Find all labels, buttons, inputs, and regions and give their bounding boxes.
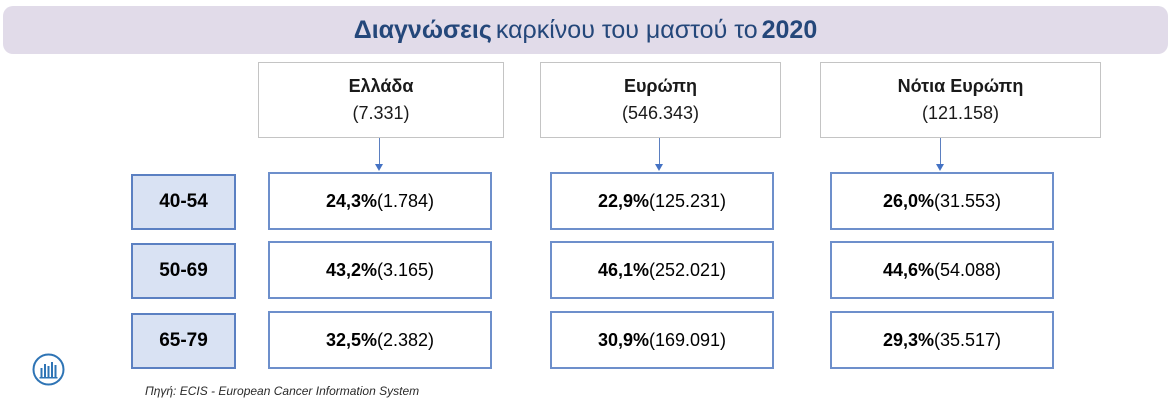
data-cell: 24,3% (1.784) [268, 172, 492, 230]
percentage: 24,3% [325, 190, 377, 211]
page-title: Διαγνώσεις καρκίνου του μαστού το 2020 [3, 6, 1168, 54]
column-header-southern-europe: Νότια Ευρώπη (121.158) [820, 62, 1101, 138]
column-total: (121.158) [921, 103, 1000, 123]
title-year: 2020 [761, 15, 818, 44]
data-cell: 32,5% (2.382) [268, 311, 492, 369]
bar-chart-icon [32, 353, 65, 386]
column-name: Ελλάδα [348, 76, 414, 96]
percentage: 26,0% [882, 190, 934, 211]
percentage: 29,3% [882, 329, 934, 350]
column-header-europe: Ευρώπη (546.343) [540, 62, 781, 138]
percentage: 30,9% [597, 329, 649, 350]
arrow-down-icon [375, 138, 383, 171]
age-group-label: 50-69 [131, 243, 236, 299]
column-name: Νότια Ευρώπη [897, 76, 1024, 96]
age-group-label: 65-79 [131, 313, 236, 369]
data-cell: 46,1% (252.021) [550, 241, 774, 299]
arrow-down-icon [936, 138, 944, 171]
column-name: Ευρώπη [623, 76, 698, 96]
count: (35.517) [934, 329, 1002, 350]
source-note: Πηγή: ECIS - European Cancer Information… [145, 384, 420, 398]
count: (3.165) [377, 259, 435, 280]
count: (252.021) [648, 259, 727, 280]
data-cell: 29,3% (35.517) [830, 311, 1054, 369]
column-total: (546.343) [621, 103, 700, 123]
count: (31.553) [934, 190, 1002, 211]
count: (125.231) [648, 190, 727, 211]
data-cell: 43,2% (3.165) [268, 241, 492, 299]
data-cell: 44,6% (54.088) [830, 241, 1054, 299]
percentage: 46,1% [597, 259, 649, 280]
percentage: 22,9% [597, 190, 649, 211]
data-cell: 22,9% (125.231) [550, 172, 774, 230]
percentage: 44,6% [882, 259, 934, 280]
count: (169.091) [648, 329, 727, 350]
title-bold: Διαγνώσεις [353, 15, 492, 44]
percentage: 32,5% [325, 329, 377, 350]
count: (54.088) [934, 259, 1002, 280]
title-middle: καρκίνου του μαστού το [495, 15, 758, 44]
data-cell: 26,0% (31.553) [830, 172, 1054, 230]
percentage: 43,2% [325, 259, 377, 280]
data-cell: 30,9% (169.091) [550, 311, 774, 369]
age-group-label: 40-54 [131, 174, 236, 230]
count: (1.784) [377, 190, 435, 211]
count: (2.382) [377, 329, 435, 350]
column-header-greece: Ελλάδα (7.331) [258, 62, 504, 138]
arrow-down-icon [655, 138, 663, 171]
column-total: (7.331) [352, 103, 410, 123]
